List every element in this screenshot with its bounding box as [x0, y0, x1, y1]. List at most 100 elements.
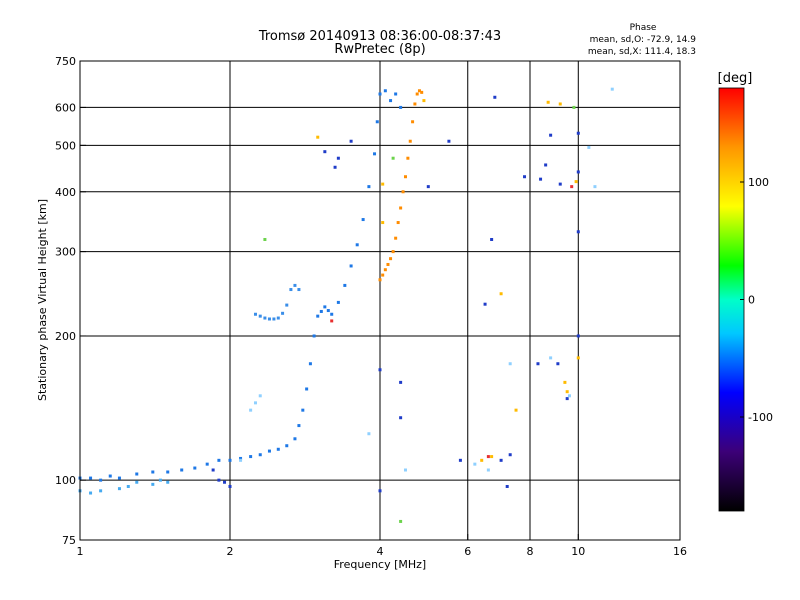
data-point: [493, 95, 497, 99]
data-point: [480, 458, 484, 462]
data-point: [135, 480, 139, 484]
data-point: [330, 312, 334, 316]
data-point: [108, 474, 112, 478]
data-point: [389, 99, 393, 103]
data-point: [336, 300, 340, 304]
data-point: [117, 476, 121, 480]
data-point: [373, 152, 377, 156]
data-point: [285, 303, 289, 307]
data-point: [505, 484, 509, 488]
data-point: [312, 334, 316, 338]
stats-o-line: mean, sd,O: -72.9, 14.9: [590, 35, 697, 45]
data-point: [301, 408, 305, 412]
data-point: [117, 487, 121, 491]
stats-title: Phase: [630, 23, 657, 33]
data-point: [151, 470, 155, 474]
data-point: [391, 250, 395, 254]
data-point: [336, 156, 340, 160]
data-point: [378, 368, 382, 372]
data-point: [381, 182, 385, 186]
data-point: [403, 468, 407, 472]
y-tick-label: 200: [55, 330, 76, 343]
stats-x-line: mean, sd,X: 111.4, 18.3: [588, 47, 696, 57]
data-point: [361, 218, 365, 222]
data-point: [544, 163, 548, 167]
data-point: [486, 468, 490, 472]
data-point: [316, 314, 320, 318]
data-point: [386, 262, 390, 266]
colorbar-label: [deg]: [718, 71, 753, 86]
data-point: [576, 334, 580, 338]
data-point: [253, 312, 257, 316]
data-point: [135, 472, 139, 476]
data-point: [394, 236, 398, 240]
x-tick-label: 16: [673, 545, 687, 558]
series-spread-e: [253, 283, 301, 321]
data-point: [267, 449, 271, 453]
data-point: [367, 185, 371, 189]
data-point: [539, 177, 543, 181]
data-point: [399, 519, 403, 523]
data-point: [316, 135, 320, 139]
data-point: [558, 182, 562, 186]
y-axis-label: Stationary phase Virtual Height [km]: [36, 199, 49, 401]
data-point: [383, 89, 387, 93]
data-point: [565, 390, 569, 394]
data-point: [563, 380, 567, 384]
data-point: [375, 120, 379, 124]
data-point: [249, 408, 253, 412]
data-point: [401, 190, 405, 194]
plot-frame: [79, 60, 681, 541]
data-point: [323, 305, 327, 309]
data-point: [587, 145, 591, 149]
data-point: [508, 362, 512, 366]
data-point: [417, 89, 421, 93]
data-point: [514, 408, 518, 412]
data-point: [228, 458, 232, 462]
data-point: [391, 156, 395, 160]
data-point: [426, 185, 430, 189]
colorbar: [718, 87, 745, 512]
series-o-trace: [78, 89, 403, 482]
x-tick-label: 6: [464, 545, 471, 558]
data-point: [558, 102, 562, 106]
data-point: [326, 309, 330, 313]
data-point: [343, 283, 347, 287]
data-point: [556, 362, 560, 366]
data-point: [276, 447, 280, 451]
colorbar-tick-label: -100: [748, 411, 773, 424]
data-point: [549, 356, 553, 360]
data-point: [166, 470, 170, 474]
data-point: [383, 268, 387, 272]
data-point: [193, 466, 197, 470]
data-point: [549, 133, 553, 137]
data-point: [258, 394, 262, 398]
data-point: [567, 394, 571, 398]
data-point: [576, 230, 580, 234]
data-point: [308, 362, 312, 366]
data-point: [403, 175, 407, 179]
data-point: [523, 175, 527, 179]
data-point: [411, 120, 415, 124]
data-point: [126, 484, 130, 488]
data-point: [333, 165, 337, 169]
data-point: [378, 92, 382, 96]
data-point: [378, 489, 382, 493]
series-x-trace: [378, 89, 424, 282]
data-point: [289, 288, 293, 292]
data-point: [499, 292, 503, 296]
data-point: [349, 264, 353, 268]
data-point: [610, 87, 614, 91]
data-point: [499, 458, 503, 462]
colorbar-ticks: 100 0 -100: [740, 176, 773, 424]
y-tick-label: 100: [55, 474, 76, 487]
data-point: [319, 309, 323, 313]
data-point: [239, 458, 243, 462]
data-point: [180, 468, 184, 472]
data-point: [305, 387, 309, 391]
data-point: [576, 131, 580, 135]
data-point: [576, 170, 580, 174]
x-tick-label: 4: [377, 545, 384, 558]
chart-title: Tromsø 20140913 08:36:00-08:37:43: [258, 29, 501, 44]
data-point: [263, 237, 267, 241]
